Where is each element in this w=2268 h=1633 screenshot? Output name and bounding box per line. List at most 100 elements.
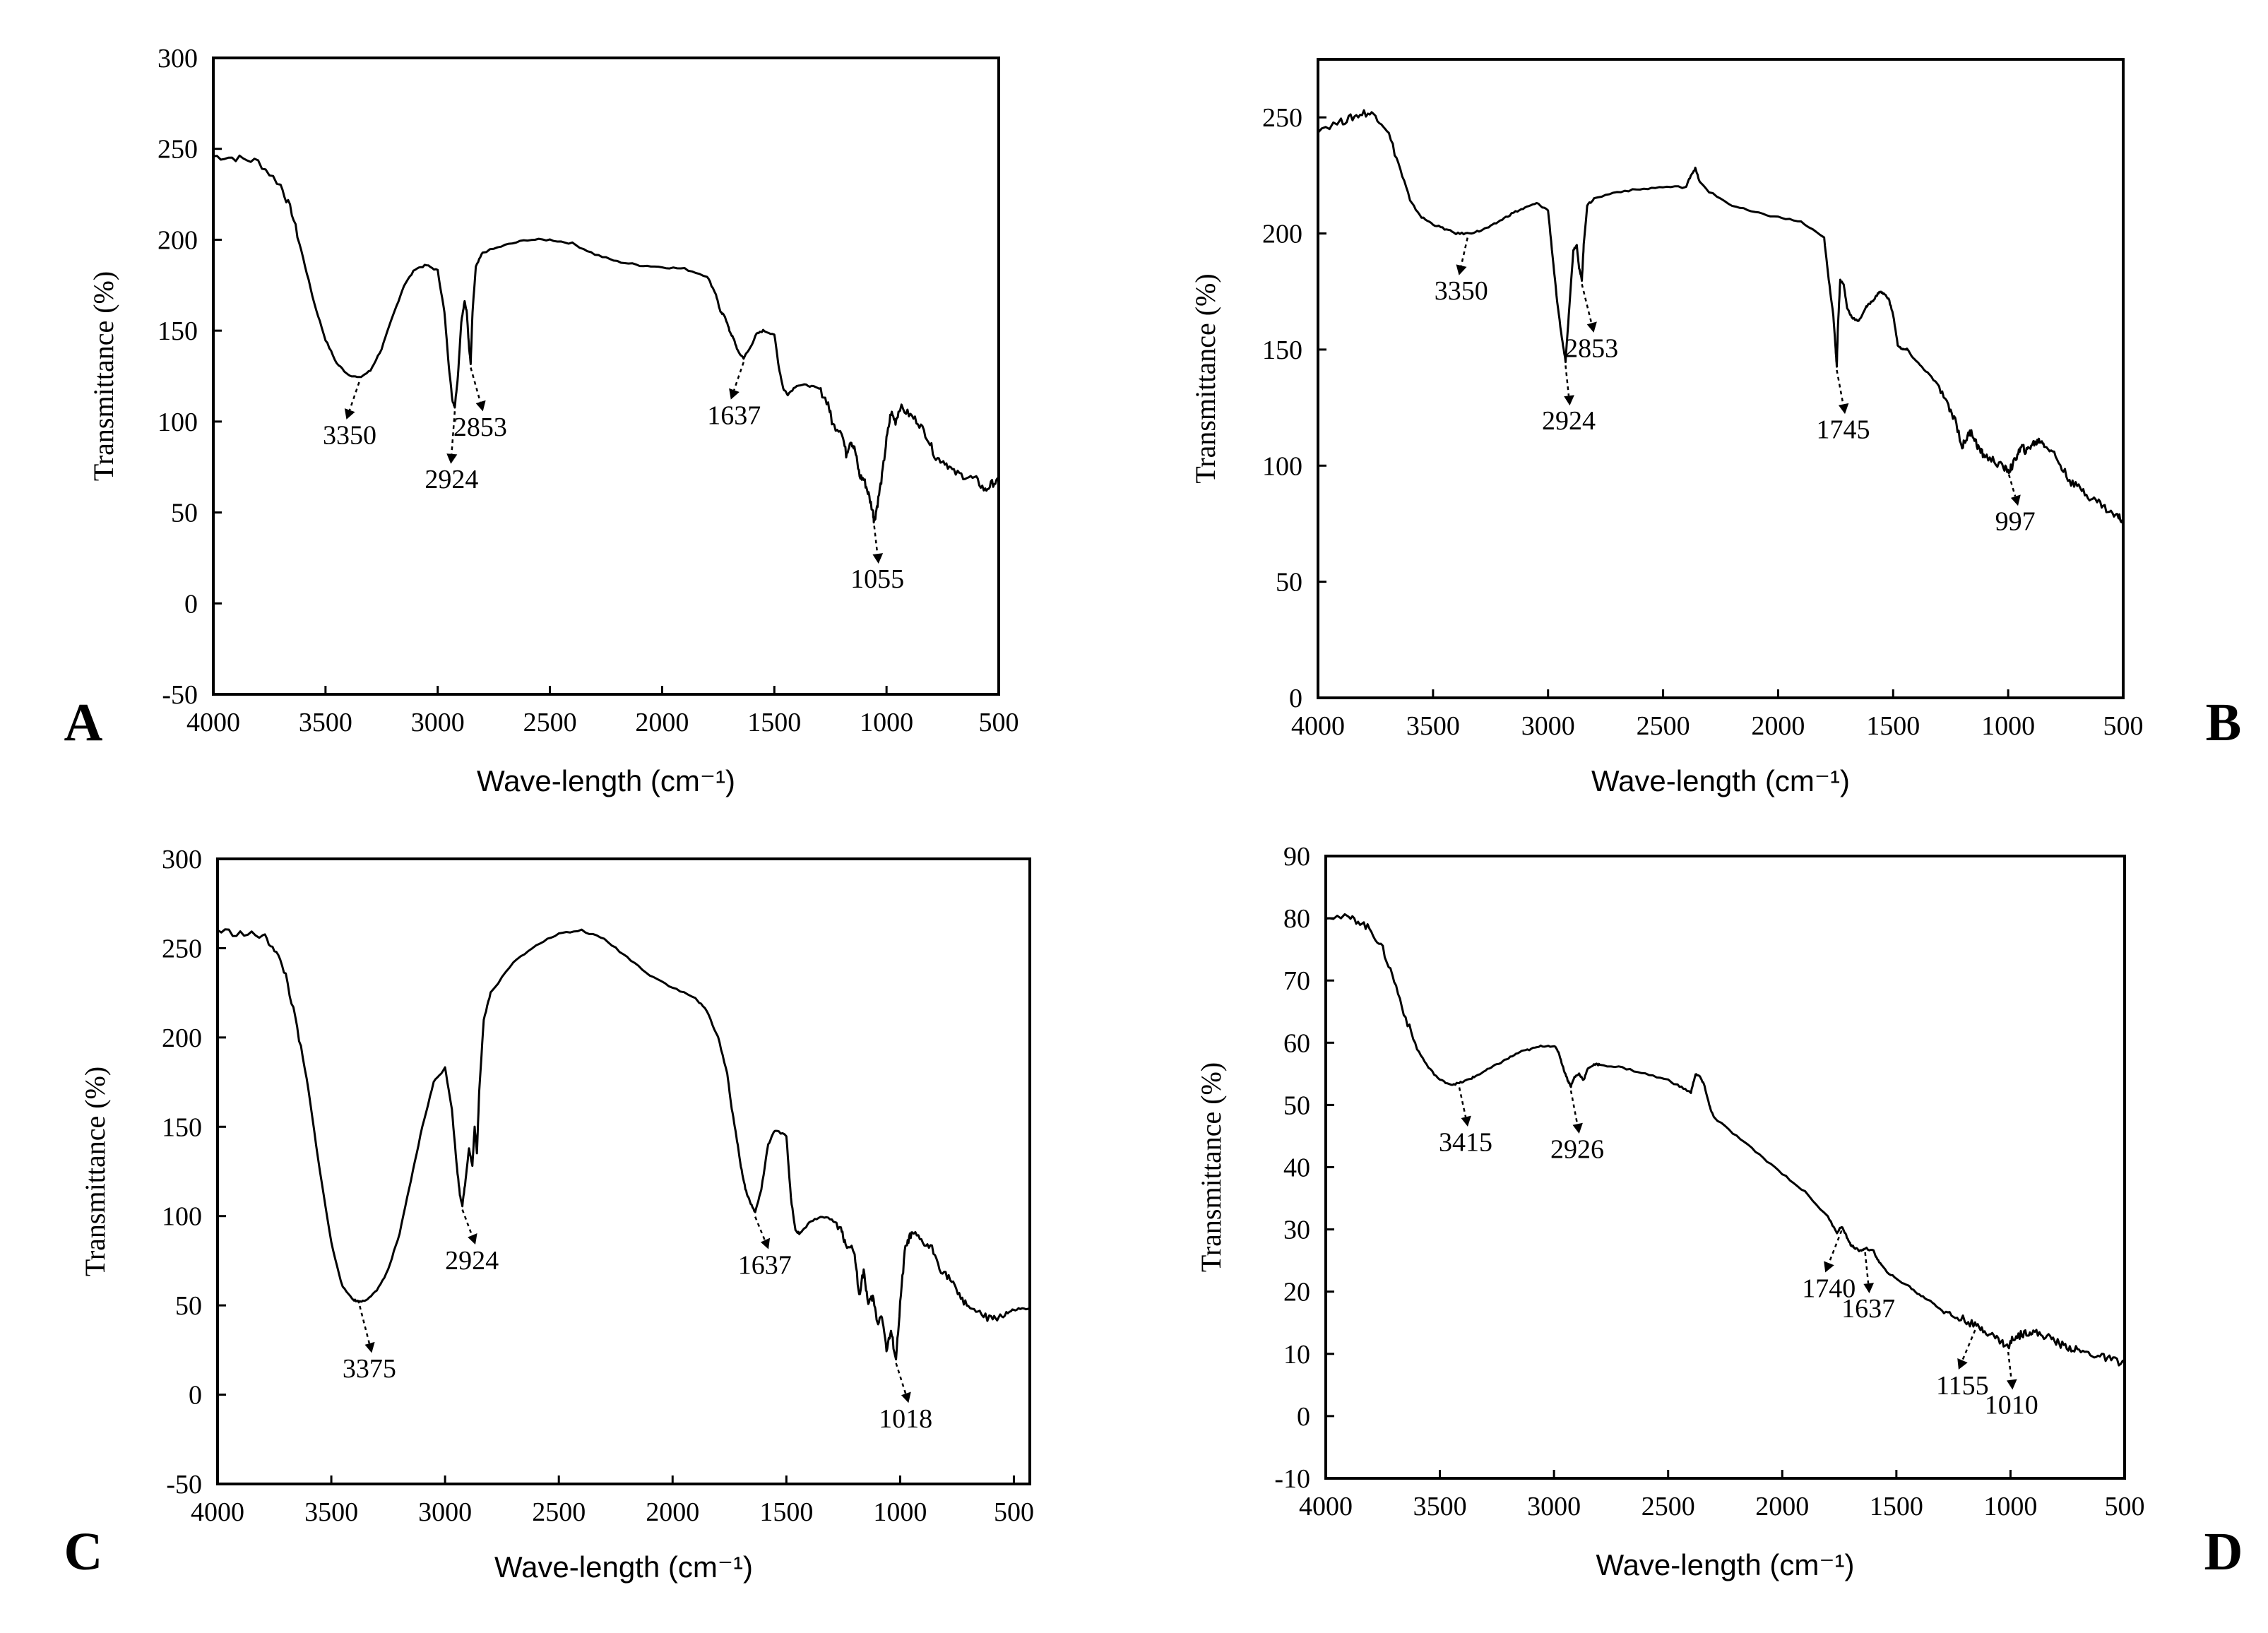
- peak-arrowhead: [1461, 1115, 1471, 1127]
- x-tick-label: 500: [2105, 1492, 2145, 1521]
- peak-arrow: [1961, 1329, 1976, 1361]
- peak-arrowhead: [2006, 1379, 2017, 1390]
- y-tick-label: -50: [166, 1470, 202, 1500]
- x-tick-label: 500: [979, 708, 1019, 737]
- peak-arrow: [1836, 369, 1844, 405]
- y-tick-label: 300: [162, 845, 202, 874]
- peak-arrowhead: [760, 1237, 771, 1249]
- y-tick-label: 50: [175, 1291, 202, 1321]
- y-tick-label: 150: [162, 1112, 202, 1142]
- panel-letter: B: [2206, 693, 2242, 752]
- y-tick-label: 0: [189, 1381, 202, 1411]
- peak-arrowhead: [729, 388, 740, 400]
- x-tick-label: 1500: [1870, 1492, 1923, 1521]
- peak-arrowhead: [1957, 1358, 1968, 1370]
- y-tick-label: 60: [1283, 1028, 1310, 1058]
- x-tick-label: 2000: [1755, 1492, 1809, 1521]
- peak-arrowhead: [475, 400, 486, 412]
- peak-arrow: [873, 525, 879, 554]
- peak-label: 2853: [453, 412, 507, 442]
- peak-arrow: [895, 1362, 907, 1394]
- x-axis-title: Wave-length (cm⁻¹): [494, 1550, 753, 1584]
- x-tick-label: 3000: [411, 708, 465, 737]
- x-tick-label: 4000: [1291, 711, 1345, 741]
- peak-arrowhead: [872, 553, 884, 564]
- y-tick-label: 200: [162, 1023, 202, 1053]
- y-tick-label: 40: [1283, 1153, 1310, 1183]
- peak-arrowhead: [1572, 1122, 1583, 1134]
- panel-letter: D: [2204, 1522, 2243, 1581]
- y-tick-label: 250: [1262, 103, 1302, 133]
- peak-label: 1740: [1802, 1273, 1856, 1303]
- peak-arrow: [1864, 1252, 1870, 1284]
- plot-frame: [212, 57, 1000, 696]
- x-axis-title: Wave-length (cm⁻¹): [1591, 764, 1850, 797]
- peak-label: 997: [1995, 507, 2036, 537]
- y-tick-label: 100: [1262, 451, 1302, 481]
- y-tick-label: 300: [158, 44, 198, 73]
- panel-letter: C: [64, 1522, 103, 1581]
- panel-letter: A: [64, 693, 103, 752]
- peak-arrowhead: [1863, 1283, 1875, 1293]
- x-tick-label: 4000: [186, 708, 240, 737]
- x-tick-label: 3500: [304, 1497, 358, 1527]
- y-tick-label: 0: [1289, 684, 1302, 713]
- y-tick-label: 90: [1283, 842, 1310, 872]
- x-tick-label: 2500: [532, 1497, 586, 1527]
- peak-arrowhead: [901, 1391, 911, 1403]
- y-tick-label: 50: [1276, 568, 1302, 598]
- spectrum-line-a: [213, 154, 1000, 524]
- peak-label: 2924: [445, 1246, 499, 1276]
- peak-label: 1745: [1816, 415, 1870, 444]
- peak-label: 2926: [1550, 1134, 1604, 1164]
- y-axis-title: Transmittance (%): [79, 1067, 111, 1276]
- y-tick-label: 100: [158, 408, 198, 437]
- peak-label: 1010: [1985, 1391, 2038, 1420]
- x-tick-label: 3000: [1527, 1492, 1581, 1521]
- spectrum-line-c: [217, 928, 1031, 1361]
- y-tick-label: 250: [162, 934, 202, 963]
- chart-panel-d: 4000 3500 3000 2500 2000 1500 1000 500 -10 0 10 20 3…: [1195, 842, 2243, 1581]
- peak-arrowhead: [468, 1233, 477, 1245]
- peak-arrowhead: [2010, 494, 2021, 506]
- peak-arrowhead: [1838, 403, 1849, 415]
- peak-arrowhead: [446, 453, 458, 464]
- y-tick-label: -10: [1274, 1464, 1310, 1494]
- y-tick-label: 150: [158, 316, 198, 346]
- peak-arrowhead: [1824, 1261, 1834, 1273]
- peak-label: 3415: [1439, 1127, 1492, 1157]
- peak-label: 1055: [850, 564, 904, 594]
- x-tick-label: 500: [994, 1497, 1034, 1527]
- x-tick-label: 2000: [635, 708, 689, 737]
- peak-label: 1637: [707, 400, 761, 430]
- peak-label: 3350: [1435, 276, 1488, 306]
- x-tick-label: 1500: [747, 708, 801, 737]
- x-tick-label: 1000: [873, 1497, 927, 1527]
- y-tick-label: 80: [1283, 904, 1310, 934]
- peak-label: 1155: [1936, 1371, 1989, 1401]
- spectrum-line-b: [1317, 109, 2125, 523]
- x-tick-label: 2500: [523, 708, 577, 737]
- y-axis-title: Transmittance (%): [88, 271, 119, 481]
- peak-arrow: [1569, 1090, 1579, 1124]
- x-tick-label: 2000: [1751, 711, 1805, 741]
- peak-arrow: [1460, 237, 1468, 266]
- x-tick-label: 3000: [418, 1497, 472, 1527]
- peak-arrow: [359, 1305, 371, 1344]
- peak-arrow: [348, 381, 360, 411]
- x-tick-label: 4000: [191, 1497, 244, 1527]
- y-tick-label: 0: [1297, 1402, 1310, 1432]
- y-tick-label: 50: [171, 499, 198, 528]
- peak-arrowhead: [1456, 264, 1467, 275]
- x-tick-label: 2500: [1637, 711, 1690, 741]
- peak-arrow: [1581, 283, 1593, 323]
- x-tick-label: 2000: [646, 1497, 699, 1527]
- x-tick-label: 2500: [1641, 1492, 1695, 1521]
- y-axis-title: Transmittance (%): [1189, 273, 1221, 483]
- spectrum-line-d: [1325, 913, 2126, 1367]
- peak-arrow: [461, 1209, 473, 1236]
- x-tick-label: 3500: [1413, 1492, 1467, 1521]
- peak-label: 2924: [424, 465, 478, 494]
- peak-label: 1018: [879, 1404, 932, 1434]
- y-tick-label: 10: [1283, 1340, 1310, 1370]
